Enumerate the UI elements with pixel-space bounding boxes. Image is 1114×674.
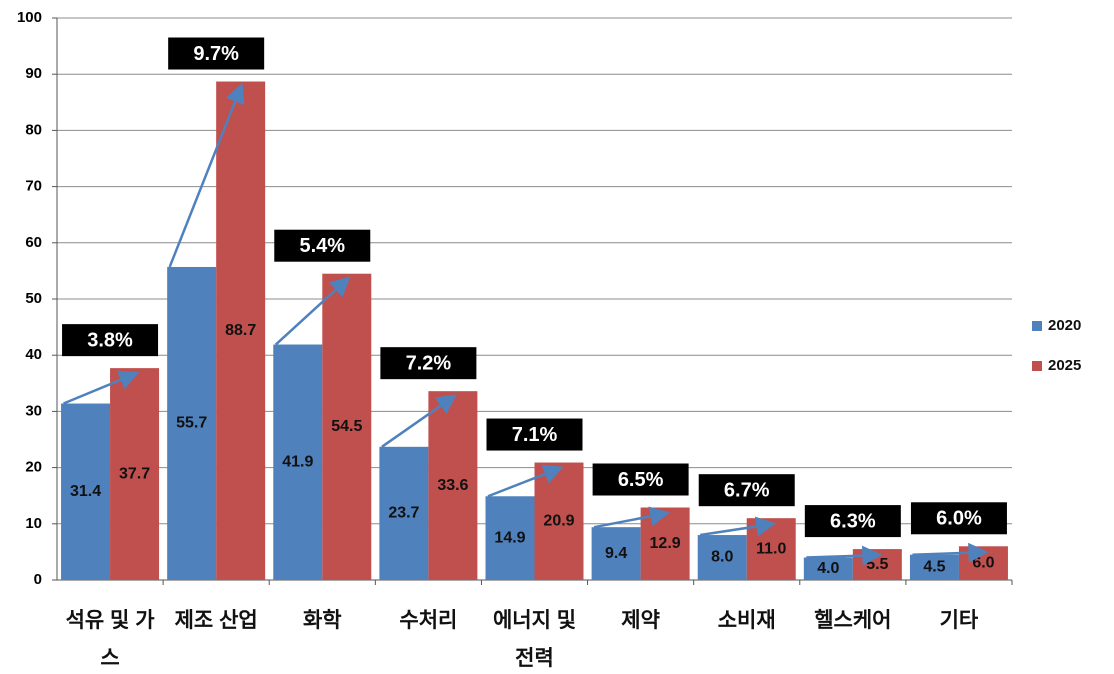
x-tick-label: 에너지 및 전력 [492, 609, 577, 670]
bar [379, 446, 429, 580]
growth-box [168, 37, 265, 70]
growth-arrow [593, 506, 671, 529]
data-label: 4.0 [817, 560, 839, 577]
growth-label: 6.3% [830, 510, 876, 532]
data-label: 54.5 [331, 418, 362, 435]
growth-box [592, 463, 689, 496]
legend-swatch [1032, 361, 1042, 371]
bar [216, 81, 266, 581]
data-label: 55.7 [176, 415, 207, 432]
x-tick-label: 소비재 [717, 609, 776, 632]
x-tick-label: 수처리 [399, 609, 458, 632]
data-label: 31.4 [70, 483, 101, 500]
bar [167, 266, 217, 580]
data-label: 6.0 [972, 554, 994, 571]
growth-box [698, 474, 795, 507]
data-label: 14.9 [494, 529, 525, 546]
x-tick-label: 기타 [939, 609, 979, 632]
growth-box [274, 229, 371, 262]
legend-label: 2020 [1048, 317, 1081, 334]
data-label: 4.5 [923, 559, 945, 576]
growth-arrow [487, 464, 564, 498]
data-label: 8.0 [711, 549, 733, 566]
x-tick-label: 제약 [621, 609, 660, 632]
growth-box [804, 505, 901, 538]
bar [803, 557, 853, 580]
growth-arrow [63, 370, 140, 405]
growth-label: 6.0% [936, 508, 982, 530]
y-tick-label: 70 [25, 178, 42, 195]
bar [110, 368, 160, 580]
y-tick-label: 50 [25, 290, 42, 307]
y-tick-label: 90 [25, 65, 42, 82]
bar [428, 391, 478, 580]
legend-swatch [1032, 321, 1042, 331]
x-tick-label: 석유 및 가스 [65, 609, 155, 670]
growth-label: 5.4% [299, 235, 345, 257]
growth-label: 3.8% [87, 329, 133, 351]
data-label: 41.9 [282, 453, 313, 470]
bar [591, 527, 641, 580]
growth-arrow [168, 82, 245, 268]
data-label: 9.4 [605, 545, 627, 562]
data-label: 5.5 [866, 556, 888, 573]
growth-box [380, 347, 477, 380]
bar [61, 403, 111, 580]
growth-arrow [700, 516, 777, 537]
growth-arrow [274, 276, 351, 346]
x-tick-label: 화학 [302, 609, 342, 632]
growth-label: 9.7% [193, 43, 239, 65]
growth-box [486, 418, 583, 451]
growth-arrow [381, 394, 457, 448]
bar [322, 273, 372, 580]
x-tick-label: 헬스케어 [814, 609, 892, 632]
y-tick-label: 60 [25, 234, 42, 251]
data-label: 37.7 [119, 465, 150, 482]
growth-label: 6.7% [724, 479, 770, 501]
growth-label: 7.2% [406, 352, 452, 374]
growth-arrow [806, 545, 883, 566]
bar [909, 554, 959, 580]
data-label: 12.9 [650, 535, 681, 552]
growth-box [62, 324, 159, 357]
legend-label: 2025 [1048, 357, 1081, 374]
data-label: 11.0 [756, 540, 786, 557]
y-tick-label: 20 [25, 459, 42, 476]
y-tick-label: 40 [25, 346, 42, 363]
y-tick-label: 80 [25, 121, 42, 138]
y-tick-label: 10 [25, 515, 42, 532]
growth-label: 7.1% [512, 424, 558, 446]
y-tick-label: 30 [25, 402, 42, 419]
growth-arrow [912, 542, 989, 563]
data-label: 33.6 [437, 477, 468, 494]
bar [273, 344, 323, 580]
growth-box [910, 502, 1007, 535]
y-tick-label: 100 [17, 9, 42, 26]
data-label: 88.7 [225, 322, 256, 339]
growth-label: 6.5% [618, 469, 664, 491]
data-label: 23.7 [388, 505, 419, 522]
data-label: 20.9 [543, 512, 574, 529]
y-tick-label: 0 [34, 571, 42, 588]
bar [697, 535, 747, 580]
bar [485, 496, 535, 580]
x-tick-label: 제조 산업 [174, 609, 258, 632]
